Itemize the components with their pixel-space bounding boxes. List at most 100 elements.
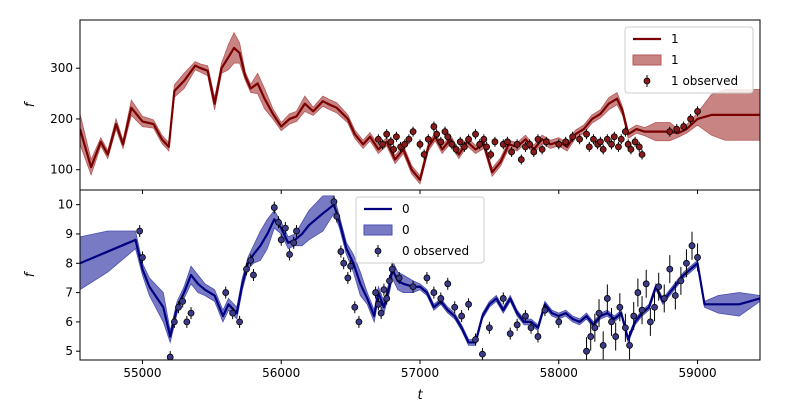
legend-point-swatch: [643, 77, 651, 85]
x-axis-label: t: [417, 388, 423, 400]
legend-label: 1: [671, 32, 679, 46]
plot-area: [80, 31, 760, 185]
observed-point: [666, 128, 674, 136]
observed-point: [290, 239, 298, 247]
observed-point: [677, 277, 685, 285]
observed-point: [660, 295, 668, 302]
observed-point: [666, 265, 674, 273]
observed-point: [485, 324, 493, 332]
observed-point: [483, 143, 491, 151]
observed-point: [390, 146, 398, 153]
observed-point: [458, 312, 466, 320]
y-tick-label: 9: [65, 227, 73, 241]
legend-label: 0: [402, 223, 410, 237]
observed-point: [479, 350, 486, 358]
observed-point: [555, 318, 563, 326]
observed-point: [388, 265, 396, 273]
observed-point: [437, 295, 445, 302]
y-tick-label: 100: [50, 163, 73, 177]
observed-point: [250, 271, 257, 279]
observed-point: [694, 107, 701, 115]
observed-point: [405, 135, 413, 143]
observed-point: [452, 146, 460, 153]
observed-point: [409, 283, 417, 291]
legend: 1 1 1 observed: [624, 26, 754, 94]
x-tick-label: 56000: [262, 366, 300, 380]
observed-point: [175, 303, 182, 311]
observed-point: [610, 133, 618, 141]
y-tick-label: 5: [65, 344, 73, 358]
observed-point: [179, 297, 187, 305]
observed-point: [430, 123, 438, 130]
observed-point: [638, 151, 646, 158]
observed-point: [655, 283, 663, 291]
observed-point: [517, 156, 525, 163]
observed-point: [377, 309, 385, 317]
legend-label: 1: [671, 53, 679, 67]
observed-point: [671, 292, 679, 299]
observed-point: [187, 309, 195, 317]
observed-point: [386, 277, 393, 285]
x-tick-label: 57000: [401, 366, 439, 380]
observed-point: [444, 133, 452, 141]
observed-point: [527, 324, 535, 332]
observed-point: [433, 130, 441, 138]
top-panel: 100 200 300 f 1 1 1 observed: [23, 19, 761, 194]
observed-point: [420, 151, 428, 158]
observed-point: [465, 300, 472, 308]
observed-point: [683, 259, 690, 267]
observed-point: [293, 227, 300, 235]
y-axis-label: f: [23, 270, 38, 277]
observed-point: [591, 324, 599, 332]
observed-point: [383, 295, 391, 302]
observed-point: [508, 148, 515, 156]
observed-point: [286, 251, 293, 258]
observed-point: [621, 128, 629, 136]
observed-point: [583, 347, 590, 355]
observed-point: [569, 133, 577, 141]
uncertainty-band: [80, 31, 760, 185]
observed-point: [277, 236, 285, 244]
observed-point: [340, 259, 348, 267]
observed-point: [222, 289, 230, 296]
observed-point: [461, 143, 468, 151]
observed-point: [617, 135, 625, 143]
observed-point: [513, 321, 521, 329]
observed-point: [680, 123, 688, 130]
observed-point: [612, 333, 620, 340]
observed-point: [166, 353, 174, 360]
observed-point: [383, 130, 391, 138]
observed-point: [603, 295, 611, 302]
observed-point: [476, 140, 484, 148]
observed-point: [347, 262, 355, 270]
observed-point: [530, 148, 538, 156]
y-tick-label: 7: [65, 286, 73, 300]
y-axis-label: f: [23, 100, 38, 107]
observed-point: [441, 128, 449, 136]
observed-point: [393, 133, 400, 141]
observed-point: [599, 341, 607, 349]
observed-point: [597, 138, 604, 146]
observed-point: [631, 138, 639, 146]
y-tick-label: 200: [50, 112, 73, 126]
observed-point: [448, 140, 456, 148]
observed-point: [480, 135, 488, 143]
plot-area: [80, 195, 760, 360]
observed-point: [355, 318, 363, 326]
observed-point: [603, 135, 611, 143]
observed-point: [275, 218, 282, 226]
legend-label: 1 observed: [671, 74, 738, 88]
observed-point: [646, 318, 654, 326]
observed-point: [236, 318, 243, 326]
observed-point: [374, 300, 382, 308]
observed-point: [472, 130, 479, 138]
x-tick-label: 59000: [678, 366, 716, 380]
observed-point: [456, 138, 464, 146]
observed-point: [465, 135, 472, 143]
observed-point: [401, 140, 409, 148]
observed-point: [638, 306, 646, 314]
observed-point: [504, 138, 511, 146]
observed-point: [608, 140, 615, 148]
series-line: [80, 46, 760, 181]
